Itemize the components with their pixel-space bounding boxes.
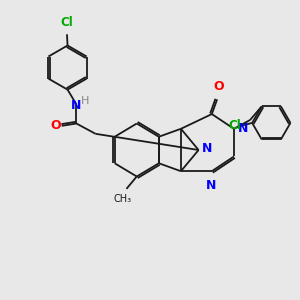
Text: N: N [202,142,212,155]
Text: O: O [50,119,61,132]
Text: Cl: Cl [229,119,242,132]
Text: N: N [206,178,216,192]
Text: H: H [81,96,89,106]
Text: N: N [70,99,81,112]
Text: Cl: Cl [61,16,73,29]
Text: N: N [238,122,248,135]
Text: O: O [213,80,224,94]
Text: CH₃: CH₃ [114,194,132,204]
